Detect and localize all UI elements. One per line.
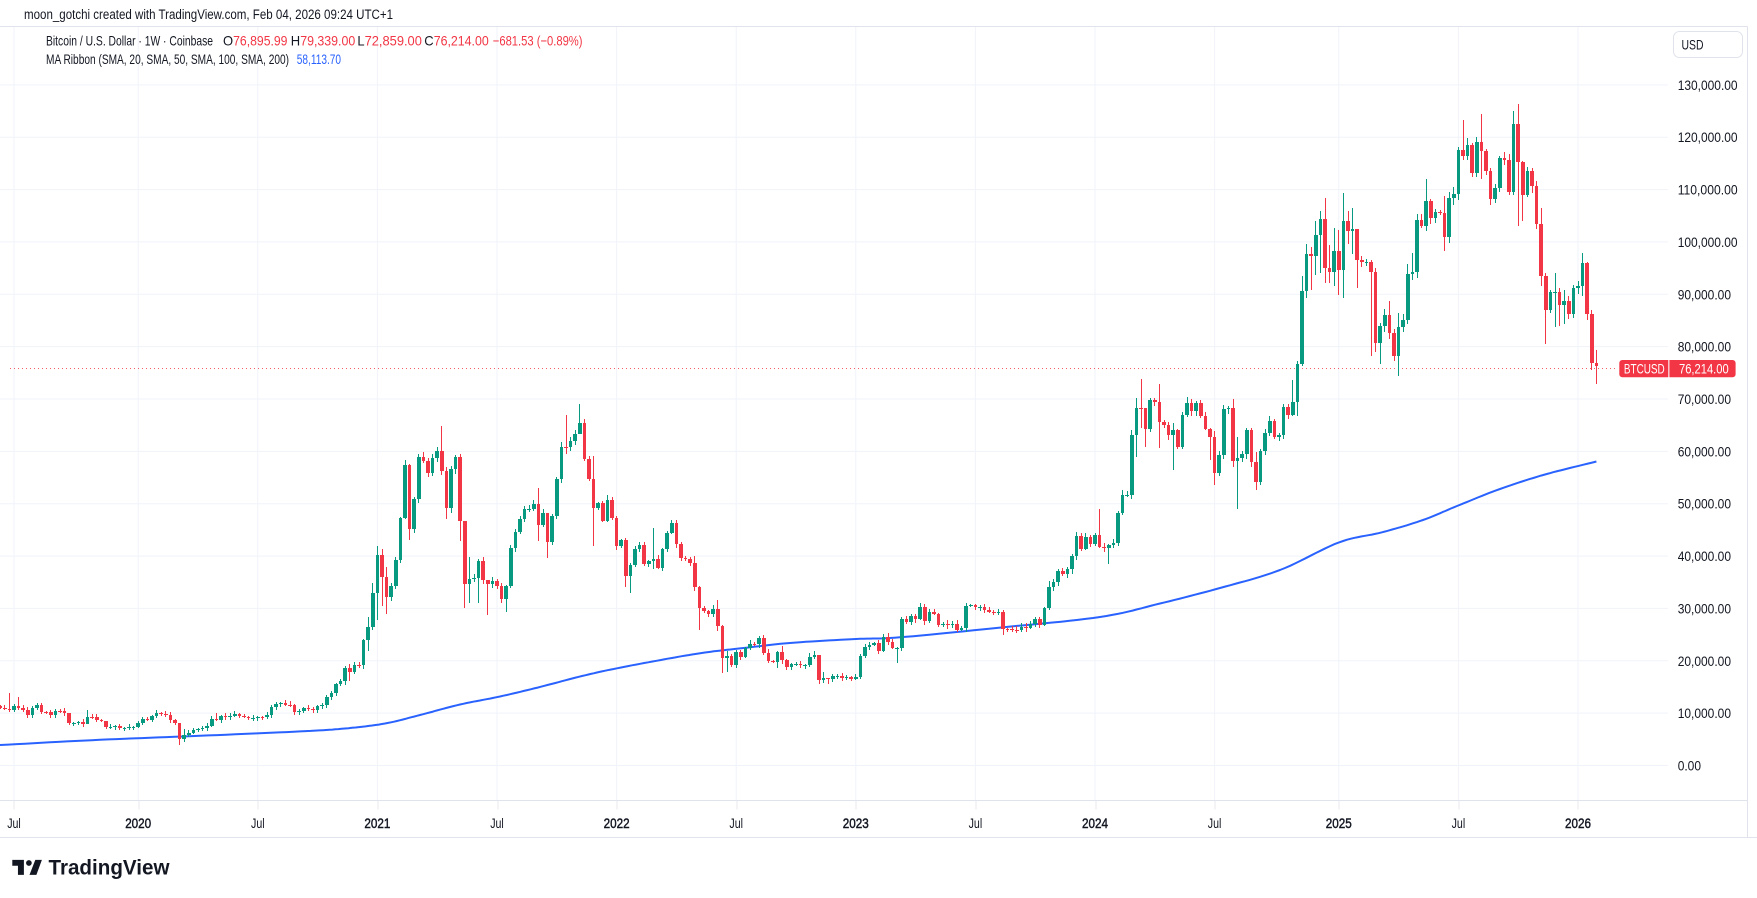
svg-text:MA Ribbon (SMA, 20, SMA, 50, S: MA Ribbon (SMA, 20, SMA, 50, SMA, 100, S… [46,51,289,67]
svg-text:76,214.00: 76,214.00 [434,33,489,49]
svg-text:20,000.00: 20,000.00 [1678,653,1731,669]
svg-text:70,000.00: 70,000.00 [1678,391,1731,407]
svg-text:130,000.00: 130,000.00 [1678,77,1738,93]
svg-text:2021: 2021 [364,816,390,831]
svg-text:BTCUSD: BTCUSD [1624,360,1665,376]
svg-text:2022: 2022 [604,816,630,831]
svg-text:60,000.00: 60,000.00 [1678,443,1731,459]
svg-text:Bitcoin / U.S. Dollar · 1W · C: Bitcoin / U.S. Dollar · 1W · Coinbase [46,33,213,49]
svg-text:90,000.00: 90,000.00 [1678,286,1731,302]
svg-text:110,000.00: 110,000.00 [1678,182,1738,198]
svg-text:O: O [223,33,233,49]
svg-text:Jul: Jul [729,816,743,831]
svg-text:C: C [424,33,433,49]
svg-text:Jul: Jul [490,816,504,831]
svg-text:Jul: Jul [1452,816,1466,831]
svg-text:L: L [357,33,364,49]
svg-text:2026: 2026 [1565,816,1591,831]
svg-text:2023: 2023 [843,816,869,831]
svg-text:H: H [291,33,300,49]
svg-text:moon_gotchi created with Tradi: moon_gotchi created with TradingView.com… [24,7,393,22]
svg-text:40,000.00: 40,000.00 [1678,548,1731,564]
svg-text:2025: 2025 [1326,816,1352,831]
svg-text:30,000.00: 30,000.00 [1678,600,1731,616]
svg-text:0.00: 0.00 [1678,758,1701,774]
svg-text:TradingView: TradingView [49,857,171,880]
svg-text:Jul: Jul [7,816,21,831]
svg-text:USD: USD [1682,38,1704,53]
svg-text:76,214.00: 76,214.00 [1679,360,1729,376]
svg-text:79,339.00: 79,339.00 [300,33,355,49]
svg-text:Jul: Jul [969,816,983,831]
svg-text:76,895.99: 76,895.99 [233,33,288,49]
svg-text:−681.53 (−0.89%): −681.53 (−0.89%) [493,33,583,49]
svg-text:80,000.00: 80,000.00 [1678,339,1731,355]
svg-text:2024: 2024 [1082,816,1108,831]
svg-text:50,000.00: 50,000.00 [1678,496,1731,512]
svg-text:120,000.00: 120,000.00 [1678,129,1738,145]
svg-text:2020: 2020 [125,816,151,831]
svg-text:72,859.00: 72,859.00 [365,33,422,49]
svg-text:100,000.00: 100,000.00 [1678,234,1738,250]
svg-text:10,000.00: 10,000.00 [1678,705,1731,721]
svg-text:58,113.70: 58,113.70 [297,51,341,67]
svg-text:Jul: Jul [251,816,265,831]
svg-text:Jul: Jul [1208,816,1222,831]
